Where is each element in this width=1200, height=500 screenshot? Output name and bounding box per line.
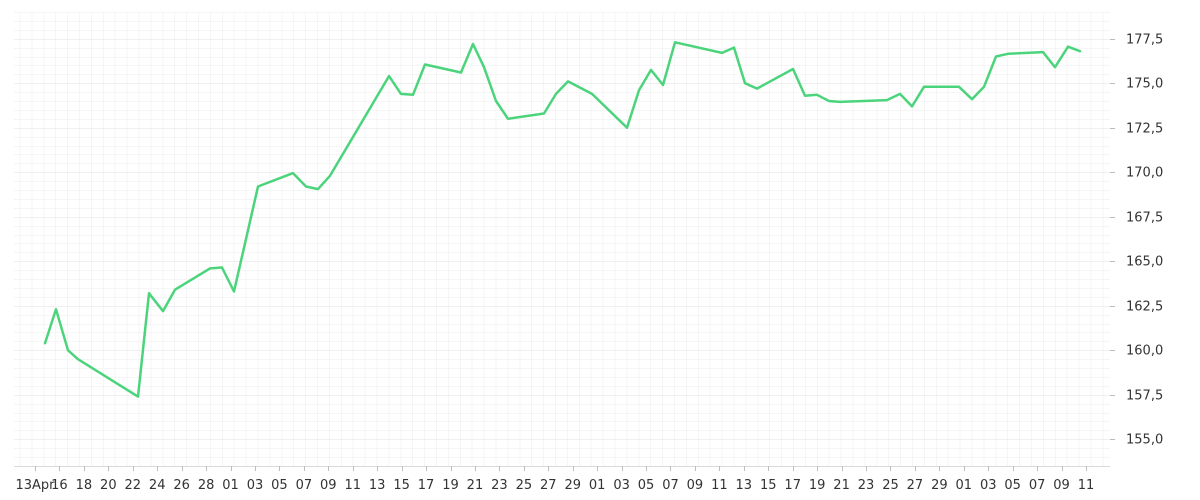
x-tick-label: 27 (907, 478, 924, 493)
y-tick-label: 167,5 (1126, 211, 1163, 226)
y-tick-label: 157,5 (1126, 389, 1163, 404)
x-tick-label: 07 (1029, 478, 1046, 493)
y-tick-label: 172,5 (1126, 122, 1163, 137)
x-tick-label: 13 (736, 478, 753, 493)
x-tick-label: 11 (711, 478, 728, 493)
y-tick-label: 177,5 (1126, 33, 1163, 48)
x-tick-label: 16 (51, 478, 68, 493)
minor-gridlines (14, 12, 1110, 467)
x-tick-label: 19 (809, 478, 826, 493)
x-tick-label: 15 (393, 478, 410, 493)
x-tick-label: 25 (516, 478, 533, 493)
x-tick-label: 17 (418, 478, 435, 493)
x-tick-label: 20 (100, 478, 117, 493)
x-tick-label: 07 (662, 478, 679, 493)
x-tick-label: 24 (149, 478, 166, 493)
x-tick-label: 19 (442, 478, 459, 493)
x-tick-label: 17 (784, 478, 801, 493)
x-tick-label: 05 (1004, 478, 1021, 493)
x-tick-label: 27 (540, 478, 557, 493)
x-tick-label: 07 (296, 478, 313, 493)
x-tick-label: 11 (1078, 478, 1095, 493)
x-tick-label: 22 (124, 478, 141, 493)
x-tick-label: 23 (491, 478, 508, 493)
y-tick-label: 175,0 (1126, 77, 1163, 92)
y-tick-label: 162,5 (1126, 300, 1163, 315)
y-tick-label: 165,0 (1126, 255, 1163, 270)
y-tick-label: 155,0 (1126, 433, 1163, 448)
x-tick-label: 25 (882, 478, 899, 493)
x-tick-label: 28 (198, 478, 215, 493)
x-tick-label: 23 (858, 478, 875, 493)
price-line (43, 41, 1082, 398)
y-axis-ticks: 155,0 157,5 160,0 162,5 165,0 167,5 170,0 172,5… (1110, 33, 1163, 448)
x-tick-label: 01 (589, 478, 606, 493)
x-tick-label: 03 (980, 478, 997, 493)
x-tick-label: 05 (638, 478, 655, 493)
x-tick-label: 18 (76, 478, 93, 493)
y-tick-label: 170,0 (1126, 166, 1163, 181)
x-tick-label: 26 (173, 478, 190, 493)
x-tick-label: 11 (344, 478, 361, 493)
x-tick-label: 01 (222, 478, 239, 493)
x-tick-label: 29 (931, 478, 948, 493)
major-gridlines (14, 39, 1110, 440)
x-tick-label: 13 (369, 478, 386, 493)
x-tick-label: 21 (833, 478, 850, 493)
x-tick-label: 21 (467, 478, 484, 493)
y-tick-label: 160,0 (1126, 344, 1163, 359)
x-tick-label: 09 (320, 478, 337, 493)
x-tick-label: 15 (760, 478, 777, 493)
x-tick-label: 01 (956, 478, 973, 493)
x-tick-label: 03 (613, 478, 630, 493)
x-tick-label: 09 (1053, 478, 1070, 493)
x-tick-label: 05 (271, 478, 288, 493)
x-tick-label: 13Apr (15, 478, 55, 493)
series-group (43, 41, 1082, 398)
x-tick-label: 09 (687, 478, 704, 493)
x-tick-label: 29 (564, 478, 581, 493)
x-tick-label: 03 (247, 478, 264, 493)
